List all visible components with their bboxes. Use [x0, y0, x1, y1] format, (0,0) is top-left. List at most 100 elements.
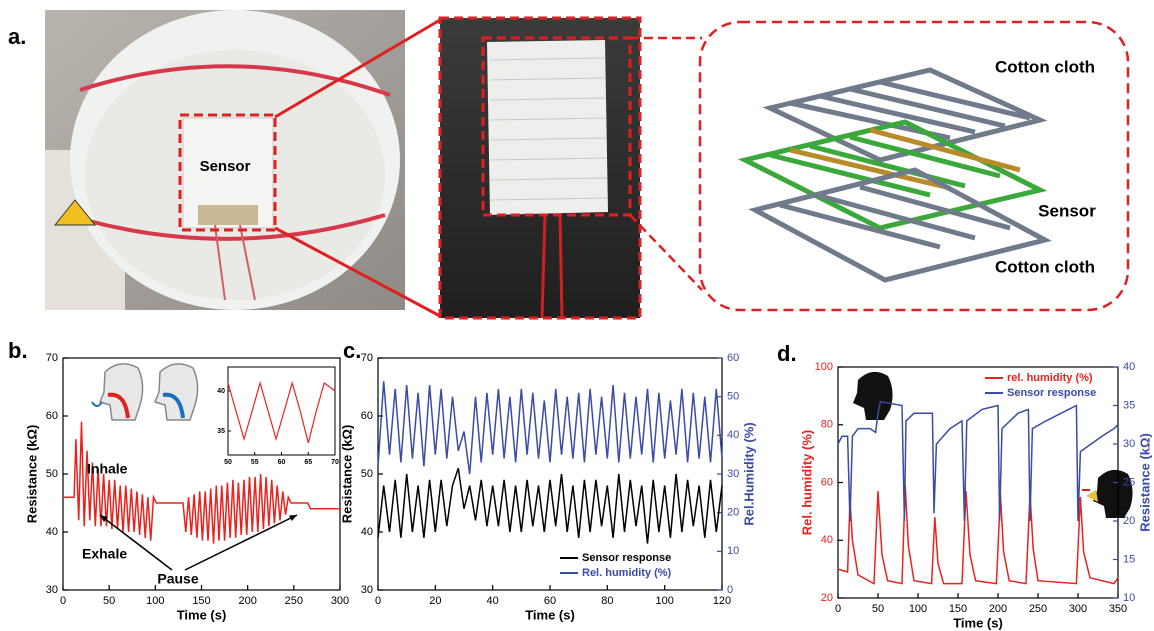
inset-frame [227, 366, 336, 456]
panel-label: a. [8, 24, 26, 49]
arrow-head [289, 515, 297, 522]
y-tick-label: 50 [46, 468, 58, 480]
inset-line [227, 380, 336, 444]
y2-tick-label: 10 [727, 545, 739, 557]
inset-x-tick-label: 70 [331, 459, 339, 466]
panel-label: b. [8, 338, 28, 363]
x-tick-label: 100 [655, 595, 673, 607]
x-tick-label: 200 [238, 595, 256, 607]
y2-tick-label: 25 [1123, 476, 1135, 488]
y-tick-label: 30 [361, 584, 373, 596]
legend-label: rel. humidity (%) [1007, 372, 1093, 384]
x-tick-label: 0 [835, 603, 841, 615]
y-tick-label: 40 [821, 534, 833, 546]
x-axis-label: Time (s) [525, 607, 575, 622]
arrow [184, 514, 298, 571]
cloth-photo [438, 16, 642, 320]
inset-x-tick-label: 60 [278, 459, 286, 466]
y-axis-label: Resistance (kΩ) [339, 425, 354, 524]
y-tick-label: 80 [821, 419, 833, 431]
x-tick-label: 200 [989, 603, 1007, 615]
y2-tick-label: 50 [727, 391, 739, 403]
y2-tick-label: 30 [727, 468, 739, 480]
x-tick-label: 250 [285, 595, 303, 607]
y2-tick-label: 20 [1123, 515, 1135, 527]
inset-x-tick-label: 55 [251, 459, 259, 466]
y-tick-label: 70 [361, 352, 373, 364]
panel-label: d. [777, 341, 797, 366]
y2-axis-label: Resistance (kΩ) [1137, 433, 1152, 532]
y2-tick-label: 0 [727, 584, 733, 596]
x-tick-label: 150 [192, 595, 210, 607]
y2-tick-label: 40 [1123, 361, 1135, 373]
x-tick-label: 300 [1069, 603, 1087, 615]
arrow-head [100, 515, 108, 522]
y2-tick-label: 30 [1123, 438, 1135, 450]
layer-label: Sensor [1038, 201, 1096, 220]
x-tick-label: 150 [949, 603, 967, 615]
y-tick-label: 60 [46, 410, 58, 422]
y-tick-label: 70 [46, 352, 58, 364]
x-tick-label: 40 [487, 595, 499, 607]
legend-label: Rel. humidity (%) [582, 567, 672, 579]
inset-y-tick-label: 35 [217, 428, 225, 435]
x-tick-label: 300 [331, 595, 349, 607]
y2-tick-label: 35 [1123, 399, 1135, 411]
layer-schematic [737, 67, 1052, 283]
panel-label: c. [343, 338, 361, 363]
breath-icon [91, 363, 199, 421]
schematic-frame [698, 20, 1130, 312]
x-tick-label: 50 [103, 595, 115, 607]
data-line [377, 467, 723, 544]
x-tick-label: 100 [909, 603, 927, 615]
data-line [837, 485, 1119, 585]
x-tick-label: 80 [601, 595, 613, 607]
x-tick-label: 0 [60, 595, 66, 607]
zoom-line [274, 18, 441, 318]
data-line [837, 400, 1119, 522]
y2-tick-label: 10 [1123, 592, 1135, 604]
y-tick-label: 30 [46, 584, 58, 596]
legend-label: Sensor response [1007, 387, 1096, 399]
x-tick-label: 60 [544, 595, 556, 607]
x-tick-label: 0 [375, 595, 381, 607]
mask-photo [45, 10, 405, 310]
data-line [377, 381, 723, 475]
x-axis-label: Time (s) [177, 607, 227, 622]
y2-tick-label: 20 [727, 507, 739, 519]
layer-label: Cotton cloth [995, 57, 1095, 76]
x-tick-label: 20 [429, 595, 441, 607]
zoom-line [629, 36, 703, 291]
y-tick-label: 40 [361, 526, 373, 538]
y2-tick-label: 15 [1123, 553, 1135, 565]
y-tick-label: 40 [46, 526, 58, 538]
x-axis-label: Time (s) [953, 615, 1003, 630]
annotation: Pause [157, 571, 198, 587]
y-tick-label: 50 [361, 468, 373, 480]
y-axis-label: Rel. humidity (%) [799, 430, 814, 535]
inset-x-tick-label: 65 [304, 459, 312, 466]
inset-x-tick-label: 50 [224, 459, 232, 466]
layer-label: Cotton cloth [995, 257, 1095, 276]
y2-tick-label: 60 [727, 352, 739, 364]
data-line [63, 421, 340, 544]
breath-icon [853, 371, 1133, 518]
x-tick-label: 100 [146, 595, 164, 607]
x-tick-label: 250 [1029, 603, 1047, 615]
x-tick-label: 120 [713, 595, 731, 607]
y2-axis-label: Rel.Humidity (%) [741, 422, 756, 525]
inset-y-tick-label: 40 [217, 388, 225, 395]
photo-label: Sensor [200, 158, 251, 175]
y-tick-label: 60 [821, 476, 833, 488]
x-tick-label: 50 [872, 603, 884, 615]
legend-label: Sensor response [582, 552, 671, 564]
y2-tick-label: 40 [727, 429, 739, 441]
x-tick-label: 350 [1109, 603, 1127, 615]
y-tick-label: 60 [361, 410, 373, 422]
y-tick-label: 100 [815, 361, 833, 373]
annotation: Exhale [82, 546, 127, 562]
y-axis-label: Resistance (kΩ) [24, 425, 39, 524]
y-tick-label: 20 [821, 592, 833, 604]
arrow [99, 514, 173, 571]
